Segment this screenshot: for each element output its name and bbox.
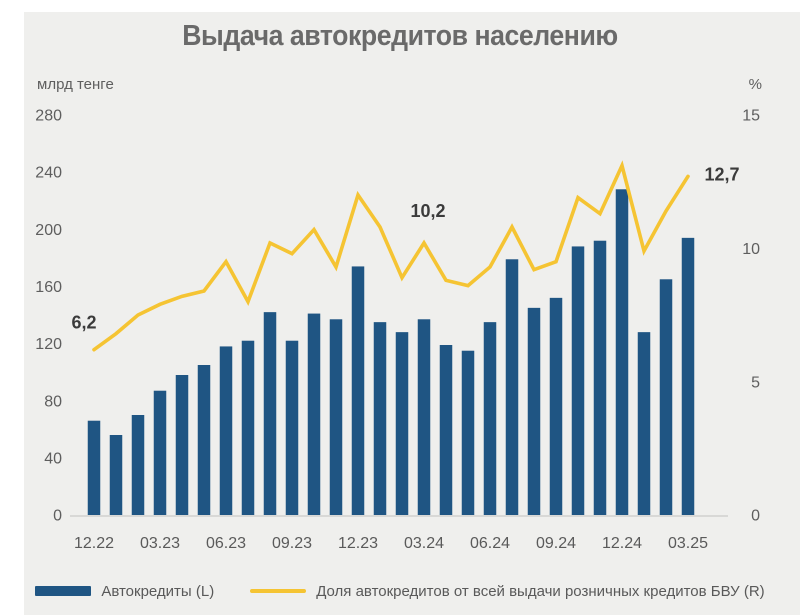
bar [659,279,673,515]
right-axis-tick: 10 [742,241,760,258]
right-axis-tick: 0 [751,508,760,525]
bar [527,307,541,515]
bar [439,345,453,515]
bar [329,319,343,515]
x-axis-label: 06.24 [470,535,510,552]
bar [109,435,123,515]
legend-line-label: Доля автокредитов от всей выдачи розничн… [316,582,765,600]
data-label: 12,7 [704,164,739,184]
bar [219,346,233,515]
left-axis-tick: 200 [35,222,62,239]
x-axis-label: 06.23 [206,535,246,552]
bar [197,365,211,515]
bar [681,237,695,515]
bar [241,340,255,515]
bar [263,312,277,515]
bar [637,332,651,515]
bar [571,246,585,515]
bar [131,415,145,515]
legend-line-swatch [250,589,307,593]
bar [373,322,387,515]
x-axis-label: 03.24 [404,535,444,552]
bar [87,420,101,515]
x-axis-label: 12.22 [74,535,114,552]
x-axis-label: 03.25 [668,535,708,552]
x-axis-label: 03.23 [140,535,180,552]
bar [417,319,431,515]
bar [285,340,299,515]
bar [483,322,497,515]
left-axis-tick: 40 [44,450,62,467]
bar [615,189,629,516]
bar [549,297,563,515]
x-axis-label: 12.23 [338,535,378,552]
legend-bar-label: Автокредиты (L) [101,582,215,600]
bar [505,259,519,515]
right-axis-tick: 15 [742,108,760,125]
left-axis-unit-label: млрд тенге [37,76,114,93]
x-axis-label: 12.24 [602,535,642,552]
x-axis-label: 09.23 [272,535,312,552]
bar [461,350,475,515]
right-axis-tick: 5 [751,374,760,391]
bar [351,266,365,515]
legend-bar-swatch [35,586,92,596]
bar [307,313,321,515]
data-label: 6,2 [71,313,96,333]
right-axis-unit-label: % [748,76,762,93]
chart-title: Выдача автокредитов населению [182,20,618,52]
left-axis-tick: 240 [35,165,62,182]
left-axis-tick: 160 [35,279,62,296]
left-axis-tick: 120 [35,336,62,353]
share-line [92,160,690,352]
left-axis-tick: 80 [44,393,62,410]
chart-legend: Автокредиты (L) Доля автокредитов от все… [0,580,800,602]
data-label: 10,2 [410,201,445,221]
left-axis-tick: 0 [53,508,62,525]
left-axis-tick: 280 [35,108,62,125]
bar [395,332,409,515]
bar [175,375,189,515]
x-axis-label: 09.24 [536,535,576,552]
bar [153,390,167,515]
bar [593,240,607,515]
